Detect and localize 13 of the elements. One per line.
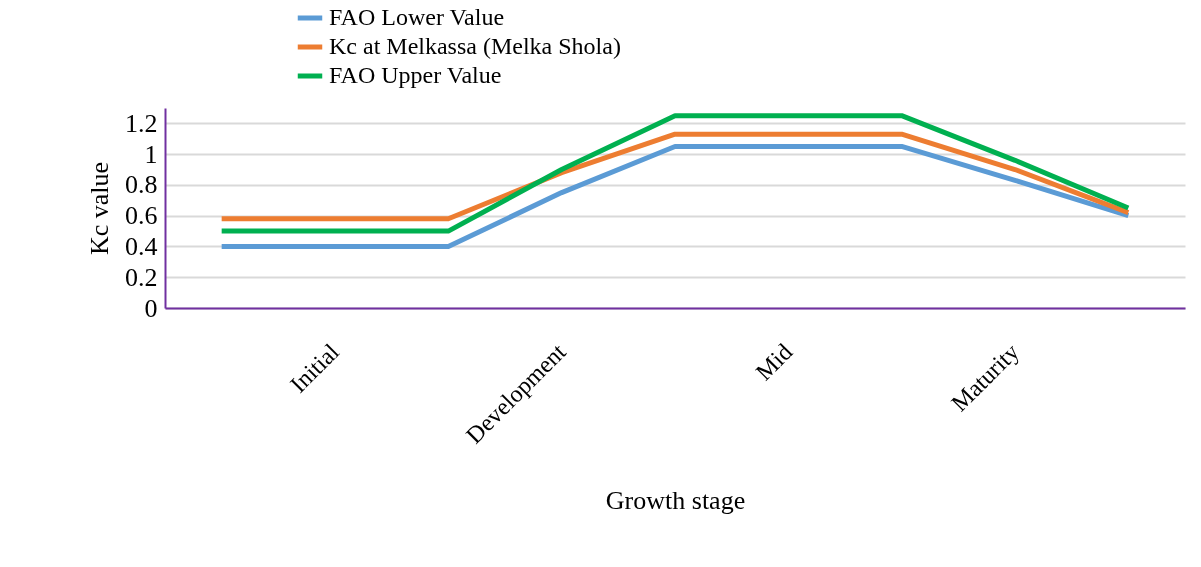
x-axis-title: Growth stage	[605, 486, 746, 516]
y-tick-label: 0.8	[125, 170, 158, 200]
legend-label: Kc at Melkassa (Melka Shola)	[329, 33, 621, 59]
y-tick-label: 0.2	[125, 262, 158, 292]
y-tick-label: 0.4	[125, 231, 158, 261]
y-tick-label: 0	[144, 293, 158, 323]
legend-label: FAO Upper Value	[329, 62, 502, 88]
y-axis-title: Kc value	[85, 161, 114, 256]
y-tick-label: 1.2	[125, 108, 158, 138]
legend-label: FAO Lower Value	[329, 4, 505, 30]
x-tick-label: Mid	[750, 338, 798, 386]
y-tick-label: 1	[144, 139, 158, 169]
y-tick-label: 0.6	[125, 201, 158, 231]
